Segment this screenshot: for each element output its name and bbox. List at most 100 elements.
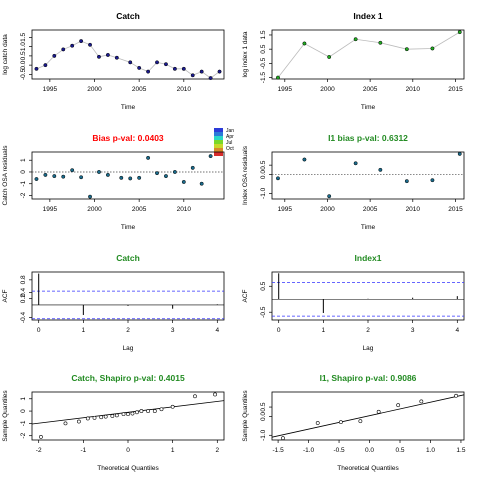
data-point [276, 176, 280, 181]
data-point [139, 409, 144, 413]
data-point [43, 63, 48, 68]
panel-index-data: Index 1 Time log index 1 data 1995 2000 2005 2… [242, 11, 465, 111]
data-point [404, 47, 409, 52]
data-point [378, 167, 383, 172]
data-point [159, 407, 164, 412]
data-point [79, 39, 84, 44]
legend-label-jan: Jan [226, 128, 234, 134]
data-point [213, 392, 217, 397]
data-point [70, 43, 75, 48]
data-point [128, 176, 133, 181]
data-point [103, 414, 108, 419]
data-point [79, 175, 84, 180]
panel-title: Catch, Shapiro p-val: 0.4015 [71, 373, 185, 383]
x-tick-label: -1.5 [272, 447, 284, 454]
panel-catch-acf: Catch Lag ACF 0 1 2 3 4 -0.4 0.20.4 0.8 [2, 253, 225, 352]
y-tick-label: -1.5 [260, 72, 267, 84]
x-tick-label: 2000 [320, 86, 335, 93]
x-tick-label: 4 [455, 327, 459, 334]
legend-swatch-feb [214, 132, 223, 136]
plot-frame [271, 391, 465, 441]
data-point [378, 40, 383, 45]
data-point [338, 420, 343, 425]
panel-catch-data: Catch Time log catch data 1995 2000 2005 2010 -… [2, 11, 225, 111]
y-tick-label: -2 [20, 192, 27, 198]
data-point [396, 403, 401, 408]
y-tick-label: 0.0 [260, 170, 267, 179]
data-point [358, 419, 363, 424]
data-point [76, 419, 81, 424]
y-tick-label: 0.5 [260, 44, 267, 53]
data-point [88, 42, 92, 47]
data-point [119, 175, 124, 180]
data-point [170, 404, 175, 409]
y-tick-label: 0.5 [20, 51, 27, 60]
data-point [61, 174, 66, 179]
data-point [52, 174, 57, 179]
data-point [137, 175, 142, 180]
data-point [172, 66, 177, 71]
y-tick-label: 1.0 [20, 42, 27, 51]
data-point [63, 421, 68, 426]
legend-label-jul: Jul [226, 140, 232, 146]
x-tick-label: 2 [215, 447, 219, 454]
x-tick-label: 1.5 [456, 447, 465, 454]
y-tick-label: 0.5 [260, 402, 267, 411]
data-point [155, 60, 159, 65]
x-tick-label: 2015 [448, 206, 463, 213]
data-point [137, 65, 142, 70]
x-tick-label: 2010 [406, 86, 421, 93]
x-tick-label: 0 [277, 327, 281, 334]
x-tick-label: 4 [215, 327, 219, 334]
data-point [457, 30, 462, 35]
x-tick-label: 2 [366, 327, 370, 334]
data-point [302, 157, 307, 162]
data-point [199, 181, 204, 186]
panel-index-acf: Index1 Lag ACF 0 1 2 3 4 -0.5 0.5 [242, 253, 465, 352]
data-point [121, 412, 126, 417]
y-tick-label: -0.4 [20, 312, 27, 324]
x-tick-label: -1 [80, 447, 86, 454]
data-point [353, 161, 358, 166]
y-tick-label: 1.5 [260, 30, 267, 39]
data-point [152, 409, 157, 413]
legend-label-oct: Oct [226, 146, 234, 152]
data-point [146, 155, 151, 160]
data-point [61, 47, 66, 52]
x-tick-label: 1995 [278, 86, 293, 93]
data-point [172, 170, 177, 174]
data-point [70, 168, 75, 173]
data-point [430, 178, 435, 183]
data-point [97, 170, 101, 174]
x-tick-label: 2010 [177, 86, 192, 93]
x-tick-label: 3 [411, 327, 415, 334]
data-point [88, 194, 92, 199]
x-tick-label: 2000 [320, 206, 335, 213]
data-point [181, 180, 186, 184]
y-tick-label: -2 [20, 432, 27, 438]
panel-index-qq: I1, Shapiro p-val: 0.9086 Theoretical Qua… [242, 373, 466, 472]
data-point [135, 410, 139, 415]
x-tick-label: 2 [126, 327, 130, 334]
y-tick-label: 0.2 [20, 294, 27, 303]
data-point [327, 194, 332, 199]
panel-catch-osa: Bias p-val: 0.0403 Time Catch OSA residual… [2, 133, 225, 231]
x-tick-label: 2000 [87, 86, 102, 93]
data-point [193, 394, 197, 399]
x-tick-label: 1995 [278, 206, 293, 213]
y-tick-label: 0 [20, 409, 27, 413]
y-tick-label: -0.5 [260, 306, 267, 318]
x-tick-label: 1.0 [426, 447, 435, 454]
data-point [181, 66, 186, 71]
legend-swatch-apr [214, 136, 223, 140]
plot-frame [31, 29, 225, 80]
panel-title: Catch [116, 11, 140, 21]
data-point [208, 76, 213, 81]
x-axis-label: Theoretical Quantiles [97, 465, 159, 472]
y-tick-label: 1 [20, 397, 27, 401]
y-tick-label: 0.4 [20, 287, 27, 296]
y-tick-label: -0.5 [260, 57, 267, 69]
data-point [146, 409, 150, 413]
data-point [39, 435, 43, 439]
data-point [34, 66, 39, 71]
